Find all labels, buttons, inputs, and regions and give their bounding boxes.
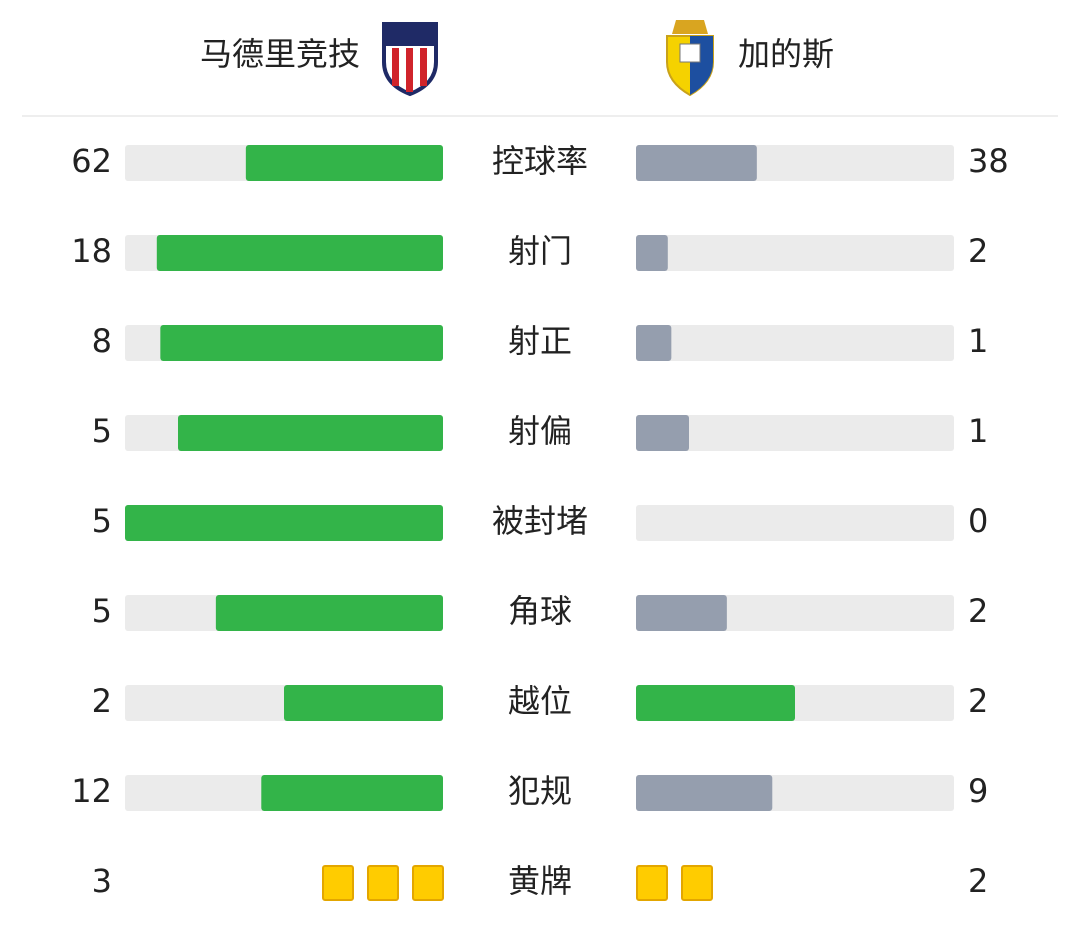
- home-bar: [245, 145, 443, 181]
- away-bar: [636, 415, 689, 451]
- home-value: 12: [71, 772, 112, 810]
- away-bar: [636, 595, 727, 631]
- home-team-logo: [382, 22, 438, 97]
- away-bar-track: [636, 505, 954, 541]
- away-team-name: 加的斯: [738, 35, 834, 73]
- away-bar-track: [636, 415, 954, 451]
- yellow-card: [412, 865, 444, 901]
- home-bar: [215, 595, 443, 631]
- away-bar: [636, 325, 672, 361]
- away-value: 9: [968, 772, 988, 810]
- away-bar: [636, 235, 668, 271]
- home-bar: [178, 415, 443, 451]
- home-bar: [261, 775, 443, 811]
- away-bar-track: [636, 235, 954, 271]
- yellow-card: [681, 865, 713, 901]
- away-bar: [636, 775, 773, 811]
- stat-label: 射门: [508, 232, 572, 270]
- stat-label: 被封堵: [492, 502, 588, 540]
- away-value: 2: [968, 682, 988, 720]
- home-bar: [284, 685, 443, 721]
- away-value: 2: [968, 232, 988, 270]
- away-value: 1: [968, 322, 988, 360]
- away-value: 2: [968, 592, 988, 630]
- home-value: 3: [92, 862, 112, 900]
- home-value: 62: [71, 142, 112, 180]
- away-value: 0: [968, 502, 988, 540]
- stat-label: 犯规: [508, 772, 572, 810]
- away-team-logo: [666, 20, 714, 97]
- away-value: 38: [968, 142, 1009, 180]
- home-value: 8: [92, 322, 112, 360]
- away-bar: [636, 685, 795, 721]
- stat-label: 越位: [508, 682, 572, 720]
- home-bar: [125, 505, 443, 541]
- stat-label: 射正: [508, 322, 572, 360]
- stat-label: 角球: [508, 592, 572, 630]
- home-value: 5: [92, 502, 112, 540]
- home-bar: [156, 235, 444, 271]
- yellow-card: [367, 865, 399, 901]
- stat-label: 黄牌: [508, 862, 572, 900]
- home-value: 5: [92, 412, 112, 450]
- stat-label: 射偏: [508, 412, 572, 450]
- away-bar: [636, 145, 757, 181]
- home-value: 5: [92, 592, 112, 630]
- home-bar: [160, 325, 444, 361]
- away-value: 1: [968, 412, 988, 450]
- yellow-card: [322, 865, 354, 901]
- away-bar-track: [636, 325, 954, 361]
- stat-label: 控球率: [492, 142, 588, 180]
- yellow-card: [636, 865, 668, 901]
- home-team-name: 马德里竞技: [200, 35, 360, 73]
- home-value: 2: [92, 682, 112, 720]
- home-value: 18: [71, 232, 112, 270]
- away-value: 2: [968, 862, 988, 900]
